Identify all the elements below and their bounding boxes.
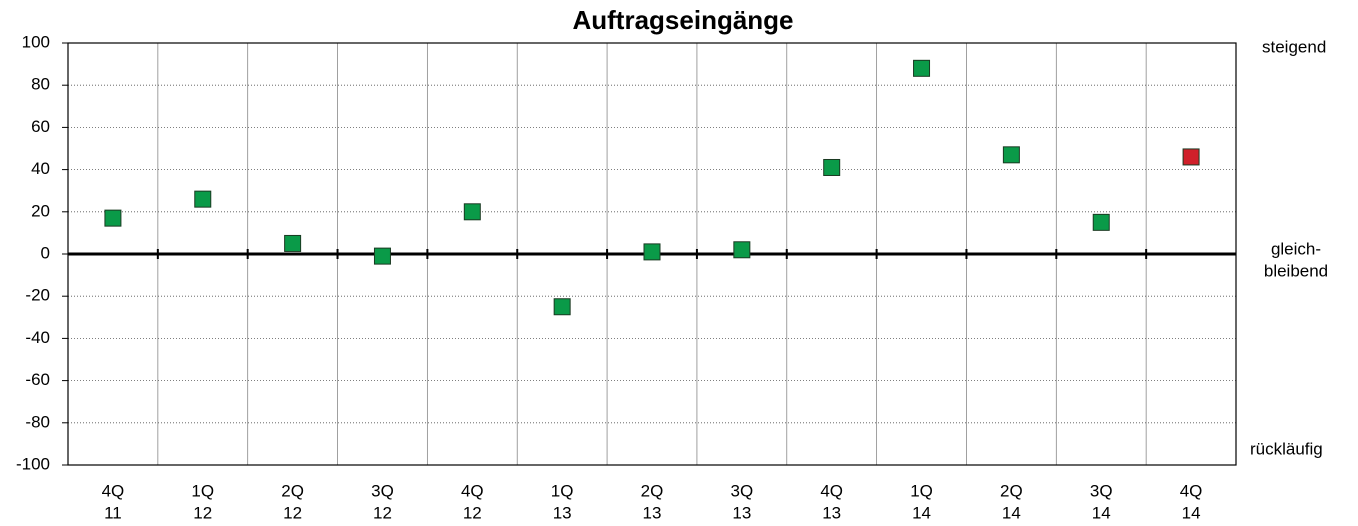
marker <box>463 203 481 221</box>
x-tick-label: 14 <box>912 503 931 522</box>
x-tick-label: 14 <box>1002 503 1021 522</box>
y-tick-label: 40 <box>31 159 50 178</box>
x-tick-label: 2Q <box>1000 481 1023 500</box>
x-tick-label: 14 <box>1182 503 1201 522</box>
marker <box>913 59 931 77</box>
y-tick-label: 100 <box>22 32 50 51</box>
y-tick-label: -40 <box>25 328 50 347</box>
y-tick-label: 80 <box>31 75 50 94</box>
marker <box>194 190 212 208</box>
x-tick-label: 3Q <box>371 481 394 500</box>
x-tick-label: 1Q <box>551 481 574 500</box>
annotation: rückläufig <box>1250 439 1323 458</box>
x-tick-label: 13 <box>643 503 662 522</box>
x-tick-label: 11 <box>104 503 122 522</box>
annotation: steigend <box>1262 37 1326 56</box>
annotation: gleich- <box>1271 239 1321 258</box>
marker <box>1002 146 1020 164</box>
y-tick-label: 20 <box>31 201 50 220</box>
x-tick-label: 2Q <box>281 481 304 500</box>
y-tick-label: 0 <box>41 243 50 262</box>
marker <box>1092 213 1110 231</box>
x-tick-label: 1Q <box>910 481 933 500</box>
x-tick-label: 12 <box>193 503 212 522</box>
x-tick-label: 14 <box>1092 503 1111 522</box>
x-tick-label: 2Q <box>641 481 664 500</box>
marker <box>643 243 661 261</box>
x-tick-label: 4Q <box>820 481 843 500</box>
marker <box>733 241 751 259</box>
x-tick-label: 13 <box>732 503 751 522</box>
x-tick-label: 12 <box>463 503 482 522</box>
y-tick-label: -60 <box>25 370 50 389</box>
marker <box>284 234 302 252</box>
x-tick-label: 4Q <box>1180 481 1203 500</box>
x-tick-label: 3Q <box>731 481 754 500</box>
marker <box>1182 148 1200 166</box>
marker <box>373 247 391 265</box>
annotation: bleibend <box>1264 261 1328 280</box>
marker <box>553 298 571 316</box>
marker <box>104 209 122 227</box>
y-tick-label: -80 <box>25 412 50 431</box>
y-tick-label: 60 <box>31 117 50 136</box>
y-tick-label: -20 <box>25 286 50 305</box>
x-tick-label: 12 <box>283 503 302 522</box>
x-tick-label: 13 <box>553 503 572 522</box>
x-tick-label: 12 <box>373 503 392 522</box>
x-tick-label: 4Q <box>102 481 125 500</box>
x-tick-label: 3Q <box>1090 481 1113 500</box>
y-tick-label: -100 <box>16 454 50 473</box>
x-tick-label: 13 <box>822 503 841 522</box>
chart-title: Auftragseingänge <box>572 5 793 35</box>
x-tick-label: 1Q <box>191 481 214 500</box>
x-tick-label: 4Q <box>461 481 484 500</box>
marker <box>823 158 841 176</box>
